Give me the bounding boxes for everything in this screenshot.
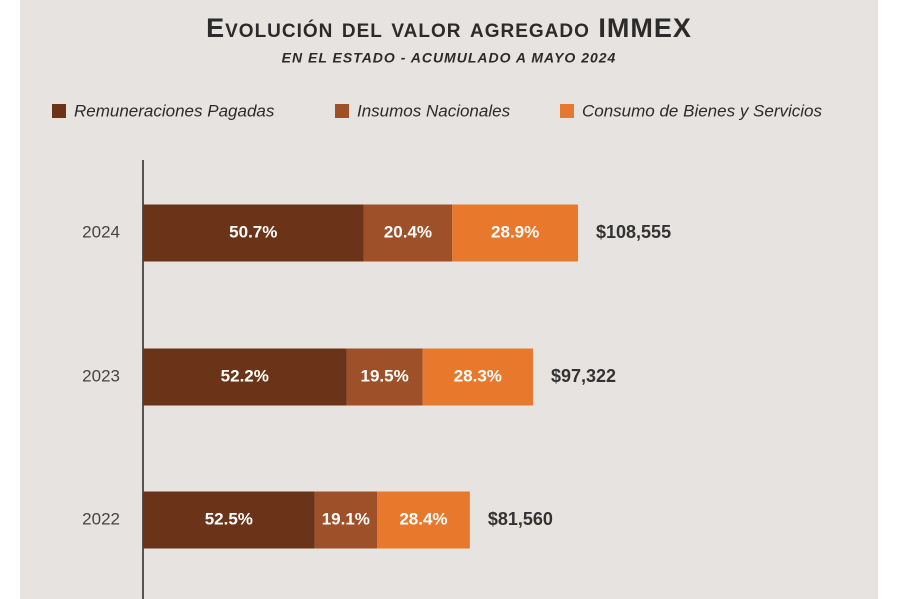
- y-tick-label: 2022: [82, 509, 120, 528]
- chart-subtitle: EN EL ESTADO - ACUMULADO A MAYO 2024: [282, 50, 617, 66]
- data-label: 52.5%: [205, 509, 253, 528]
- data-label: 28.9%: [491, 222, 539, 241]
- bar-segment: [422, 348, 533, 406]
- y-tick-label: 2023: [82, 366, 120, 385]
- bar-segment: [452, 204, 578, 262]
- total-label: $81,560: [488, 509, 553, 529]
- data-label: 28.3%: [454, 366, 502, 385]
- legend-label: Remuneraciones Pagadas: [74, 101, 275, 120]
- bar-segment: [143, 204, 364, 262]
- data-label: 19.5%: [360, 366, 408, 385]
- total-label: $108,555: [596, 222, 671, 242]
- bar-segment: [346, 348, 423, 406]
- data-label: 19.1%: [322, 509, 370, 528]
- legend-swatch: [560, 104, 574, 118]
- legend-label: Consumo de Bienes y Servicios: [582, 101, 823, 120]
- legend-label: Insumos Nacionales: [357, 101, 511, 120]
- bar-segment: [143, 348, 347, 406]
- data-label: 28.4%: [399, 509, 447, 528]
- bar-segment: [377, 491, 470, 549]
- legend-swatch: [52, 104, 66, 118]
- legend-swatch: [335, 104, 349, 118]
- bar-segment: [314, 491, 378, 549]
- chart-title: Evolución del valor agregado IMMEX: [206, 13, 692, 43]
- data-label: 20.4%: [384, 222, 432, 241]
- data-label: 52.2%: [221, 366, 269, 385]
- y-tick-label: 2024: [82, 222, 120, 241]
- total-label: $97,322: [551, 366, 616, 386]
- data-label: 50.7%: [229, 222, 277, 241]
- bar-segment: [363, 204, 453, 262]
- bar-segment: [143, 491, 315, 549]
